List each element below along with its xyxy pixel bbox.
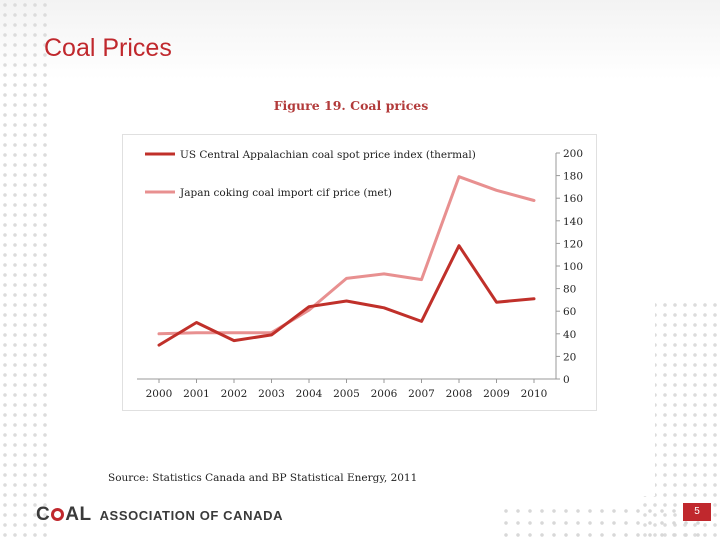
logo-mark-al: AL	[65, 504, 92, 525]
y-tick-label: 160	[563, 193, 583, 205]
y-tick-label: 60	[563, 306, 576, 318]
decorative-dots-bottom	[500, 505, 700, 540]
x-tick-label: 2002	[221, 388, 248, 400]
figure-source: Source: Statistics Canada and BP Statist…	[108, 472, 418, 484]
y-tick-label: 140	[563, 216, 583, 228]
x-tick-label: 2007	[408, 388, 435, 400]
background-gradient	[0, 0, 720, 80]
figure-panel: Figure 19. Coal prices 2000 2001 2002 2003 2…	[47, 84, 655, 496]
y-tick-label: 100	[563, 261, 583, 273]
x-tick-label: 2001	[183, 388, 210, 400]
y-tick-label: 180	[563, 171, 583, 183]
logo-mark-c: C	[36, 504, 51, 525]
line-chart: 2000 2001 2002 2003 2004 2005 2006 2007 2008 2009…	[137, 148, 583, 400]
logo-mark: C AL	[36, 504, 92, 526]
page-number: 5	[683, 503, 711, 521]
x-tick-label: 2009	[483, 388, 510, 400]
y-tick-label: 40	[563, 329, 576, 341]
legend-label: Japan coking coal import cif price (met)	[179, 187, 392, 199]
x-tick-label: 2004	[296, 388, 323, 400]
y-tick-label: 80	[563, 284, 576, 296]
x-tick-label: 2000	[146, 388, 173, 400]
association-logo: C AL Association of Canada	[36, 504, 284, 526]
legend-label: US Central Appalachian coal spot price i…	[180, 149, 476, 161]
x-tick-label: 2008	[446, 388, 473, 400]
y-tick-label: 0	[563, 374, 570, 386]
y-tick-label: 200	[563, 148, 583, 160]
series-line-met	[157, 175, 536, 336]
x-tick-label: 2010	[521, 388, 548, 400]
x-tick-label: 2003	[258, 388, 285, 400]
slide-title: Coal Prices	[44, 34, 172, 62]
y-tick-label: 120	[563, 238, 583, 250]
figure-title: Figure 19. Coal prices	[273, 98, 429, 113]
y-tick-label: 20	[563, 351, 576, 363]
series-line-thermal	[157, 244, 536, 347]
logo-text: Association of Canada	[99, 507, 284, 523]
decorative-dots-left	[0, 0, 48, 540]
logo-ring-icon	[51, 508, 65, 521]
chart-container: 2000 2001 2002 2003 2004 2005 2006 2007 2008 2009…	[122, 134, 597, 411]
x-tick-label: 2005	[333, 388, 360, 400]
x-tick-label: 2006	[371, 388, 398, 400]
